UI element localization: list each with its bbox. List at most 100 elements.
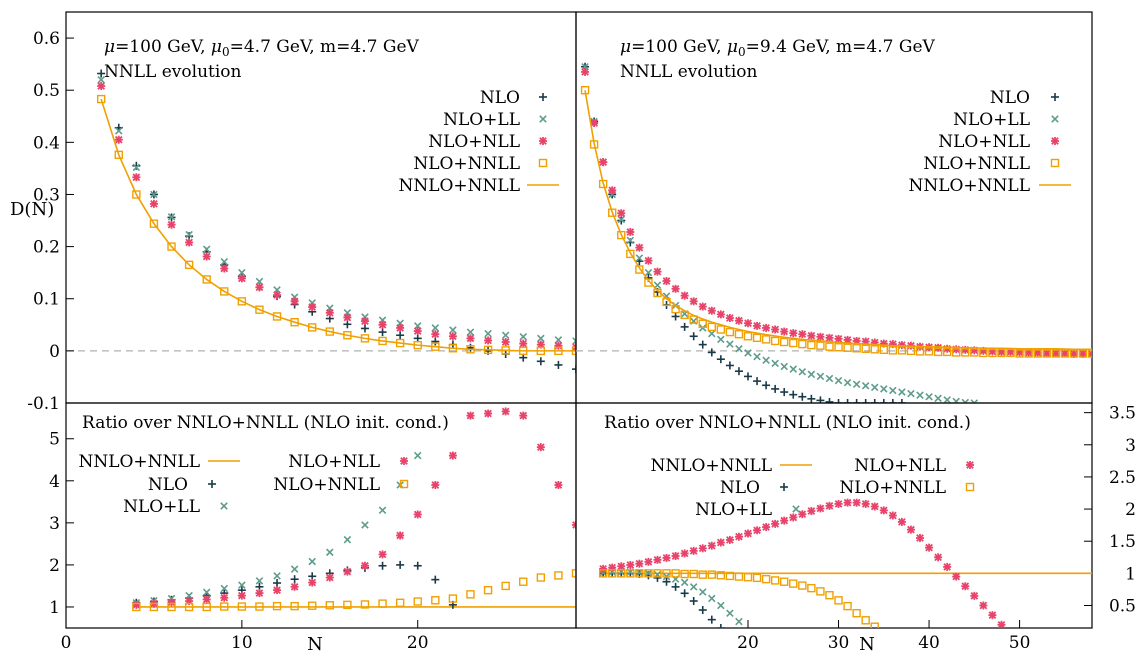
panel-br-point-nlo-plus-nll	[644, 557, 653, 566]
panel-tl-point-nlo-plus-ll	[238, 268, 246, 277]
panel-tr-point-nlo-plus-ll	[780, 362, 788, 371]
panel-bl-point-nlo-plus-nnll	[290, 601, 299, 611]
panel-bl-point-nlo-plus-nll	[273, 586, 282, 595]
panel-br-point-nlo-plus-nll	[626, 561, 635, 569]
panel-tr-legend-key-nlo-plus-ll	[1051, 115, 1059, 123]
panel-tl-point-nlo-plus-ll	[202, 245, 211, 253]
panel-tr-point-nlo-plus-nll	[825, 333, 834, 342]
panel-br-point-nlo-plus-nnll	[635, 569, 644, 578]
panel-tr-legend-label-nlo-plus-ll: NLO+LL	[953, 110, 1030, 130]
panel-tl-point-nlo-plus-ll	[519, 333, 528, 341]
panel-bl-point-nlo-plus-nnll	[483, 585, 493, 595]
panel-tr-point-nlo-plus-nll	[707, 306, 716, 315]
panel-tl-point-nlo-plus-ll	[501, 331, 510, 339]
panel-br-point-nlo-plus-nnll	[789, 579, 798, 588]
panel-br-point-nlo	[617, 569, 626, 578]
panel-bl-point-nlo-plus-ll	[361, 521, 369, 529]
panel-tr-point-nlo-plus-nll	[780, 327, 789, 336]
panel-tl-point-nlo-plus-nll	[413, 327, 422, 336]
panel-tr-point-nlo-plus-ll	[889, 386, 897, 395]
panel-br-legend-label-nnlo-plus-nnll: NNLO+NNLL	[650, 456, 772, 476]
panel-br-point-nlo-plus-nnll	[843, 601, 852, 611]
panel-tr-point-nlo-plus-ll	[798, 367, 807, 376]
panel-br-point-nlo	[680, 589, 689, 598]
panel-br-legend-label-nlo-plus-ll: NLO+LL	[695, 500, 772, 520]
panel-tr-point-nlo-plus-nll	[753, 321, 762, 330]
panel-tl-point-nlo-plus-ll	[431, 324, 440, 332]
panel-tr-point-nlo-plus-nnll	[933, 347, 943, 357]
panel-br-point-nlo-plus-nll	[870, 502, 879, 511]
panel-br-point-nlo-plus-nnll	[825, 591, 834, 600]
panel-br-frame	[575, 402, 1093, 629]
top-right-annotation-evolution: NNLL evolution	[620, 62, 758, 82]
top-left-annotation-params: μ=100 GeV, μ0=4.7 GeV, m=4.7 GeV	[104, 37, 420, 59]
panel-tl-point-nlo-plus-ll	[554, 336, 563, 344]
top-right-annotation-params: μ=100 GeV, μ0=9.4 GeV, m=4.7 GeV	[620, 37, 936, 59]
panel-br-point-nlo-plus-nll	[961, 582, 970, 591]
panel-tr-point-nlo-plus-nnll	[789, 338, 798, 348]
panel-tl-point-nlo-plus-nll	[255, 283, 264, 292]
panel-br-plot-area	[598, 498, 1092, 628]
panel-tl-point-nlo-plus-nll	[237, 274, 246, 283]
panel-tr-point-nlo-plus-ll	[717, 335, 725, 344]
panel-tl-point-nlo-plus-ll	[220, 257, 229, 266]
panel-tl-point-nlo	[343, 320, 352, 329]
panel-bl-point-nlo-plus-nll	[396, 531, 405, 540]
panel-tr-point-nlo-plus-nnll	[879, 345, 888, 355]
bottom-left-annotation: Ratio over NNLO+NNLL (NLO init. cond.)	[82, 413, 449, 433]
panel-bl-point-nlo-plus-ll	[378, 506, 387, 515]
panel-br-point-nlo-plus-nnll	[798, 581, 807, 590]
panel-tr-series-nlo-plus-nll	[581, 67, 1092, 358]
panel-tl-point-nlo-plus-nll	[114, 135, 123, 144]
panel-tl-point-nlo-plus-nll	[501, 338, 510, 347]
panel-bottom-right: 0.511.522.533.520 30 40 50NNLO+NNLLNLONLO+L…	[575, 402, 1136, 653]
panel-tr-point-nlo-plus-nnll	[1033, 349, 1042, 358]
panel-tr-point-nlo	[789, 390, 798, 399]
panel-tr-legend-label-nnlo-plus-nnll: NNLO+NNLL	[908, 176, 1030, 196]
panel-br-ytick-label: 2.5	[1109, 468, 1136, 488]
panel-br-point-nlo-plus-ll	[680, 578, 689, 587]
panel-br-point-nlo-plus-nll	[707, 541, 716, 550]
panel-br-point-nlo-plus-nll	[734, 532, 743, 541]
panel-bl-legend-key-nlo-plus-nll	[400, 457, 408, 465]
panel-br-series-nlo-plus-nnll	[598, 569, 879, 628]
panel-tr-point-nlo-plus-nll	[653, 267, 662, 276]
panel-br-ytick-label: 3.5	[1109, 404, 1136, 424]
panel-tr-point-nlo-plus-nnll	[988, 348, 997, 358]
panel-tr-point-nlo-plus-ll	[789, 365, 798, 373]
panel-tl-legend-key-nlo-plus-nnll	[538, 158, 548, 168]
panel-br-point-nlo-plus-nll	[970, 591, 979, 600]
panel-tl-line-nnlo-plus-nnll	[100, 98, 576, 352]
panel-tl-legend-key-nlo-plus-nll	[539, 137, 547, 145]
panel-br-point-nlo-plus-nll	[934, 553, 943, 562]
panel-bl-point-nlo-plus-nnll	[448, 594, 458, 603]
panel-bl-point-nlo-plus-nll	[308, 578, 317, 587]
panel-bl-point-nlo-plus-nnll	[132, 602, 141, 612]
panel-tr-point-nlo-plus-ll	[735, 345, 743, 353]
panel-bl-point-nlo-plus-ll	[238, 581, 246, 589]
panel-tl-ytick-label: 0.3	[33, 185, 60, 205]
panel-tr-point-nlo	[798, 392, 807, 401]
panel-bl-ytick-label: 2	[49, 556, 60, 576]
panel-tr-point-nlo-plus-nnll	[915, 347, 925, 356]
panel-tr-point-nlo-plus-ll	[952, 397, 960, 403]
panel-tr-point-nlo-plus-nll	[626, 228, 635, 237]
panel-tl-point-nlo-plus-nnll	[96, 94, 106, 104]
panel-bl-point-nlo-plus-nll	[167, 598, 176, 607]
panel-tr-point-nlo-plus-nll	[725, 314, 734, 323]
panel-br-point-nlo-plus-nll	[834, 499, 843, 508]
panel-br-series-nlo	[599, 569, 725, 628]
panel-tl-point-nlo	[378, 328, 387, 337]
panel-tl-point-nlo-plus-nnll	[149, 219, 159, 228]
panel-bl-point-nlo-plus-nnll	[360, 600, 370, 609]
panel-bl-series-nlo-plus-nnll	[132, 569, 576, 612]
panel-br-point-nlo-plus-nll	[653, 555, 662, 564]
panel-tr-point-nlo-plus-ll	[925, 392, 933, 401]
panel-tr-point-nlo-plus-nnll	[734, 329, 744, 339]
panel-tr-point-nlo	[689, 332, 698, 341]
panel-tr-point-nlo-plus-nll	[1033, 348, 1042, 357]
panel-br-point-nlo-plus-nnll	[743, 573, 753, 582]
